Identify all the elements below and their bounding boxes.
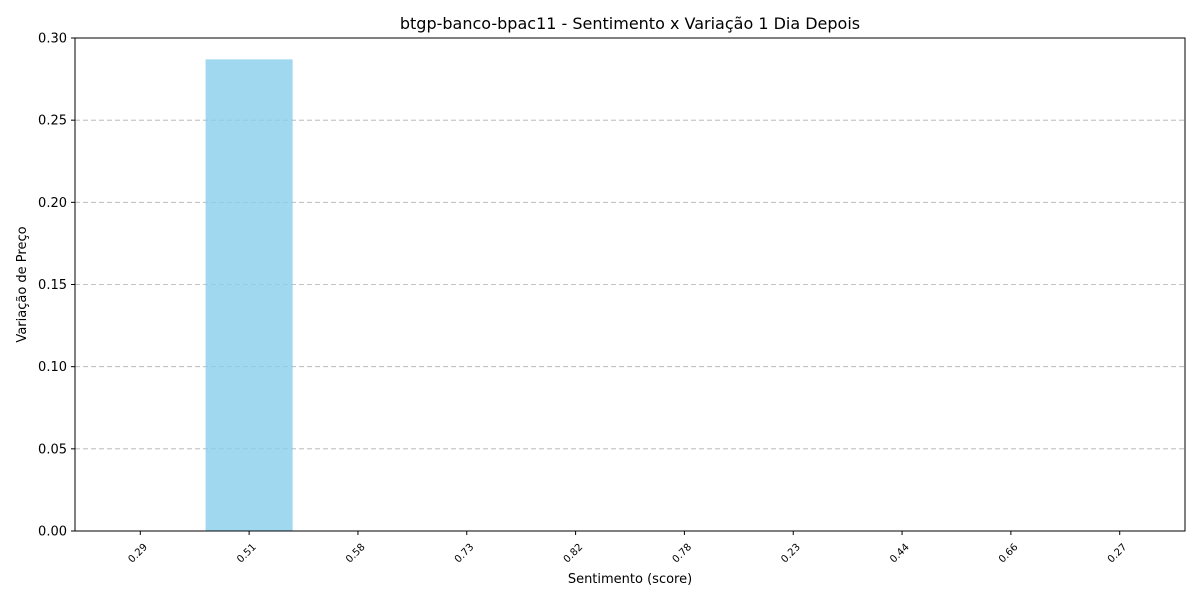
x-tick-label: 0.23 <box>779 542 803 566</box>
x-tick-label: 0.82 <box>562 542 586 566</box>
y-tick-label: 0.25 <box>38 114 67 129</box>
bars <box>205 59 293 531</box>
x-axis-label: Sentimento (score) <box>568 572 692 587</box>
x-tick-label: 0.66 <box>997 542 1021 566</box>
bar <box>205 59 293 531</box>
x-tick-label: 0.44 <box>888 542 912 566</box>
y-tick-label: 0.10 <box>38 360 67 375</box>
y-axis: 0.00 0.05 0.10 0.15 0.20 0.25 0.30 <box>38 32 75 540</box>
y-tick-label: 0.00 <box>38 525 67 540</box>
x-tick-label: 0.58 <box>344 542 368 566</box>
x-tick-label: 0.51 <box>235 542 259 566</box>
y-axis-label: Variação de Preço <box>15 226 30 342</box>
x-tick-label: 0.78 <box>671 542 695 566</box>
y-tick-label: 0.05 <box>38 442 67 457</box>
y-tick-label: 0.15 <box>38 278 67 293</box>
y-tick-label: 0.30 <box>38 32 67 47</box>
y-tick-label: 0.20 <box>38 196 67 211</box>
x-tick-label: 0.73 <box>453 542 477 566</box>
x-tick-label: 0.29 <box>126 542 150 566</box>
x-axis: 0.29 0.51 0.58 0.73 0.82 0.78 0.23 0.44 0.66 0.27 <box>126 531 1129 565</box>
chart-title: btgp-banco-bpac11 - Sentimento x Variaçã… <box>400 14 860 33</box>
x-tick-label: 0.27 <box>1106 542 1130 566</box>
